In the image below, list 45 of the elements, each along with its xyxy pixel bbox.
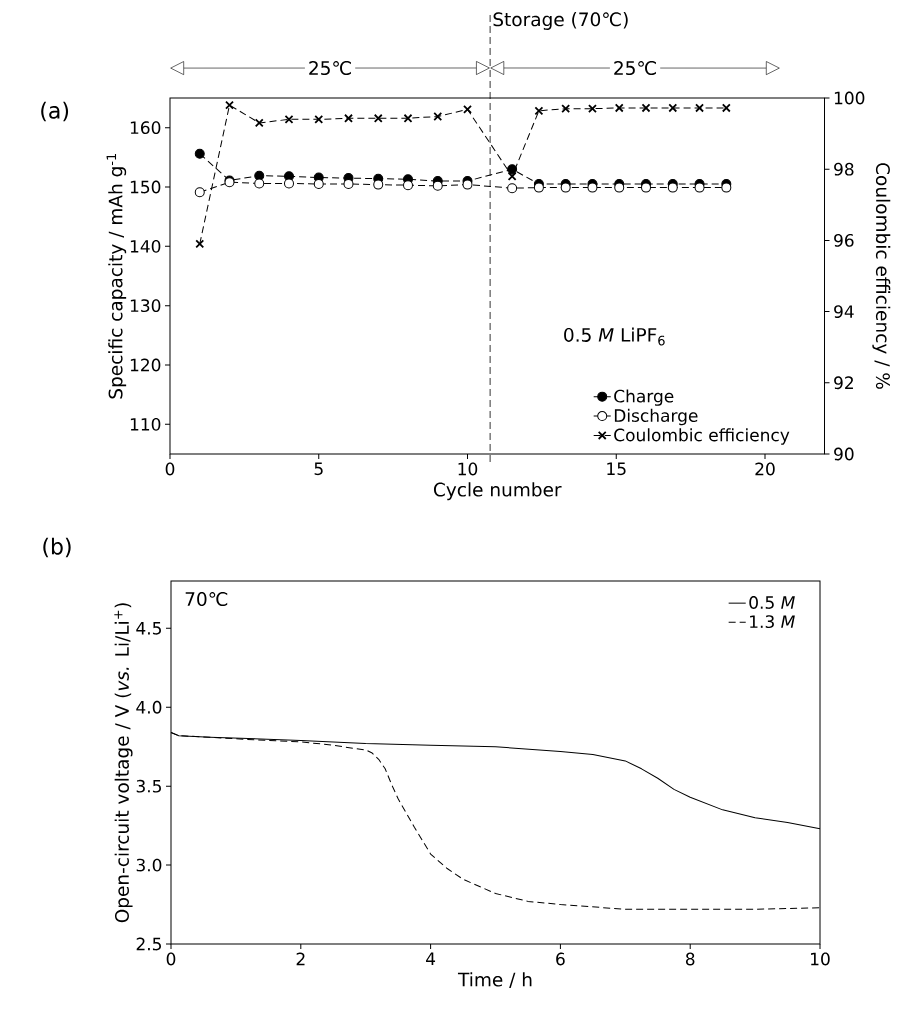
- legend-label: 1.3 M: [750, 615, 795, 629]
- x-tick-label: 6: [556, 952, 565, 966]
- x-tick-label: 15: [607, 462, 626, 476]
- y2-tick-label: 100: [834, 91, 865, 105]
- text: (b): [43, 537, 71, 558]
- y-tick-label: 160: [130, 121, 161, 135]
- y-tick-label: 3.0: [136, 858, 162, 872]
- text: 25℃: [614, 61, 656, 76]
- y2-tick-label: 98: [834, 162, 854, 176]
- y-tick-label: 120: [130, 358, 161, 372]
- y2-axis-title: Coulombic efficiency / %: [872, 163, 891, 389]
- y2-tick-label: 96: [834, 233, 854, 247]
- x-tick-label: 2: [296, 952, 305, 966]
- y-tick-label: 130: [130, 299, 161, 313]
- y-axis-title: Open-circuit voltage / V (vs. Li/Li$^{+}$): [114, 603, 133, 923]
- text: (a): [41, 101, 69, 122]
- x-axis-title: Cycle number: [433, 482, 562, 501]
- annotation: 70℃: [185, 592, 228, 607]
- annotation: 0.5 M LiPF$_{6}$: [564, 327, 665, 346]
- x-tick-label: 10: [811, 952, 830, 966]
- y-tick-label: 4.5: [136, 622, 161, 635]
- ref-line-label: Storage (70℃): [493, 12, 628, 30]
- y2-tick-label: 94: [834, 305, 854, 319]
- y-tick-label: 3.5: [136, 779, 161, 793]
- legend-label: Coulombic efficiency: [614, 428, 790, 445]
- x-tick-label: 10: [458, 462, 478, 476]
- x-axis-title: Time / h: [457, 972, 532, 989]
- y-tick-label: 150: [130, 180, 161, 194]
- y-axis-title: Specific capacity / mAh g$^{-1}$: [106, 153, 127, 399]
- x-tick-label: 0: [166, 952, 176, 966]
- text: 25℃: [309, 61, 351, 76]
- y2-tick-label: 90: [834, 447, 854, 461]
- x-tick-label: 5: [314, 462, 323, 476]
- x-tick-label: 4: [426, 952, 436, 965]
- x-tick-label: 8: [685, 952, 695, 966]
- y2-tick-label: 92: [834, 376, 853, 390]
- x-tick-label: 0: [165, 462, 175, 476]
- y-tick-label: 110: [130, 417, 161, 431]
- legend-label: Discharge: [614, 408, 698, 426]
- y-tick-label: 140: [130, 239, 161, 253]
- y-tick-label: 2.5: [136, 937, 161, 951]
- legend-label: 0.5 M: [749, 596, 795, 609]
- legend-label: Charge: [614, 389, 674, 406]
- y-tick-label: 4.0: [136, 700, 162, 714]
- x-tick-label: 20: [755, 462, 775, 476]
